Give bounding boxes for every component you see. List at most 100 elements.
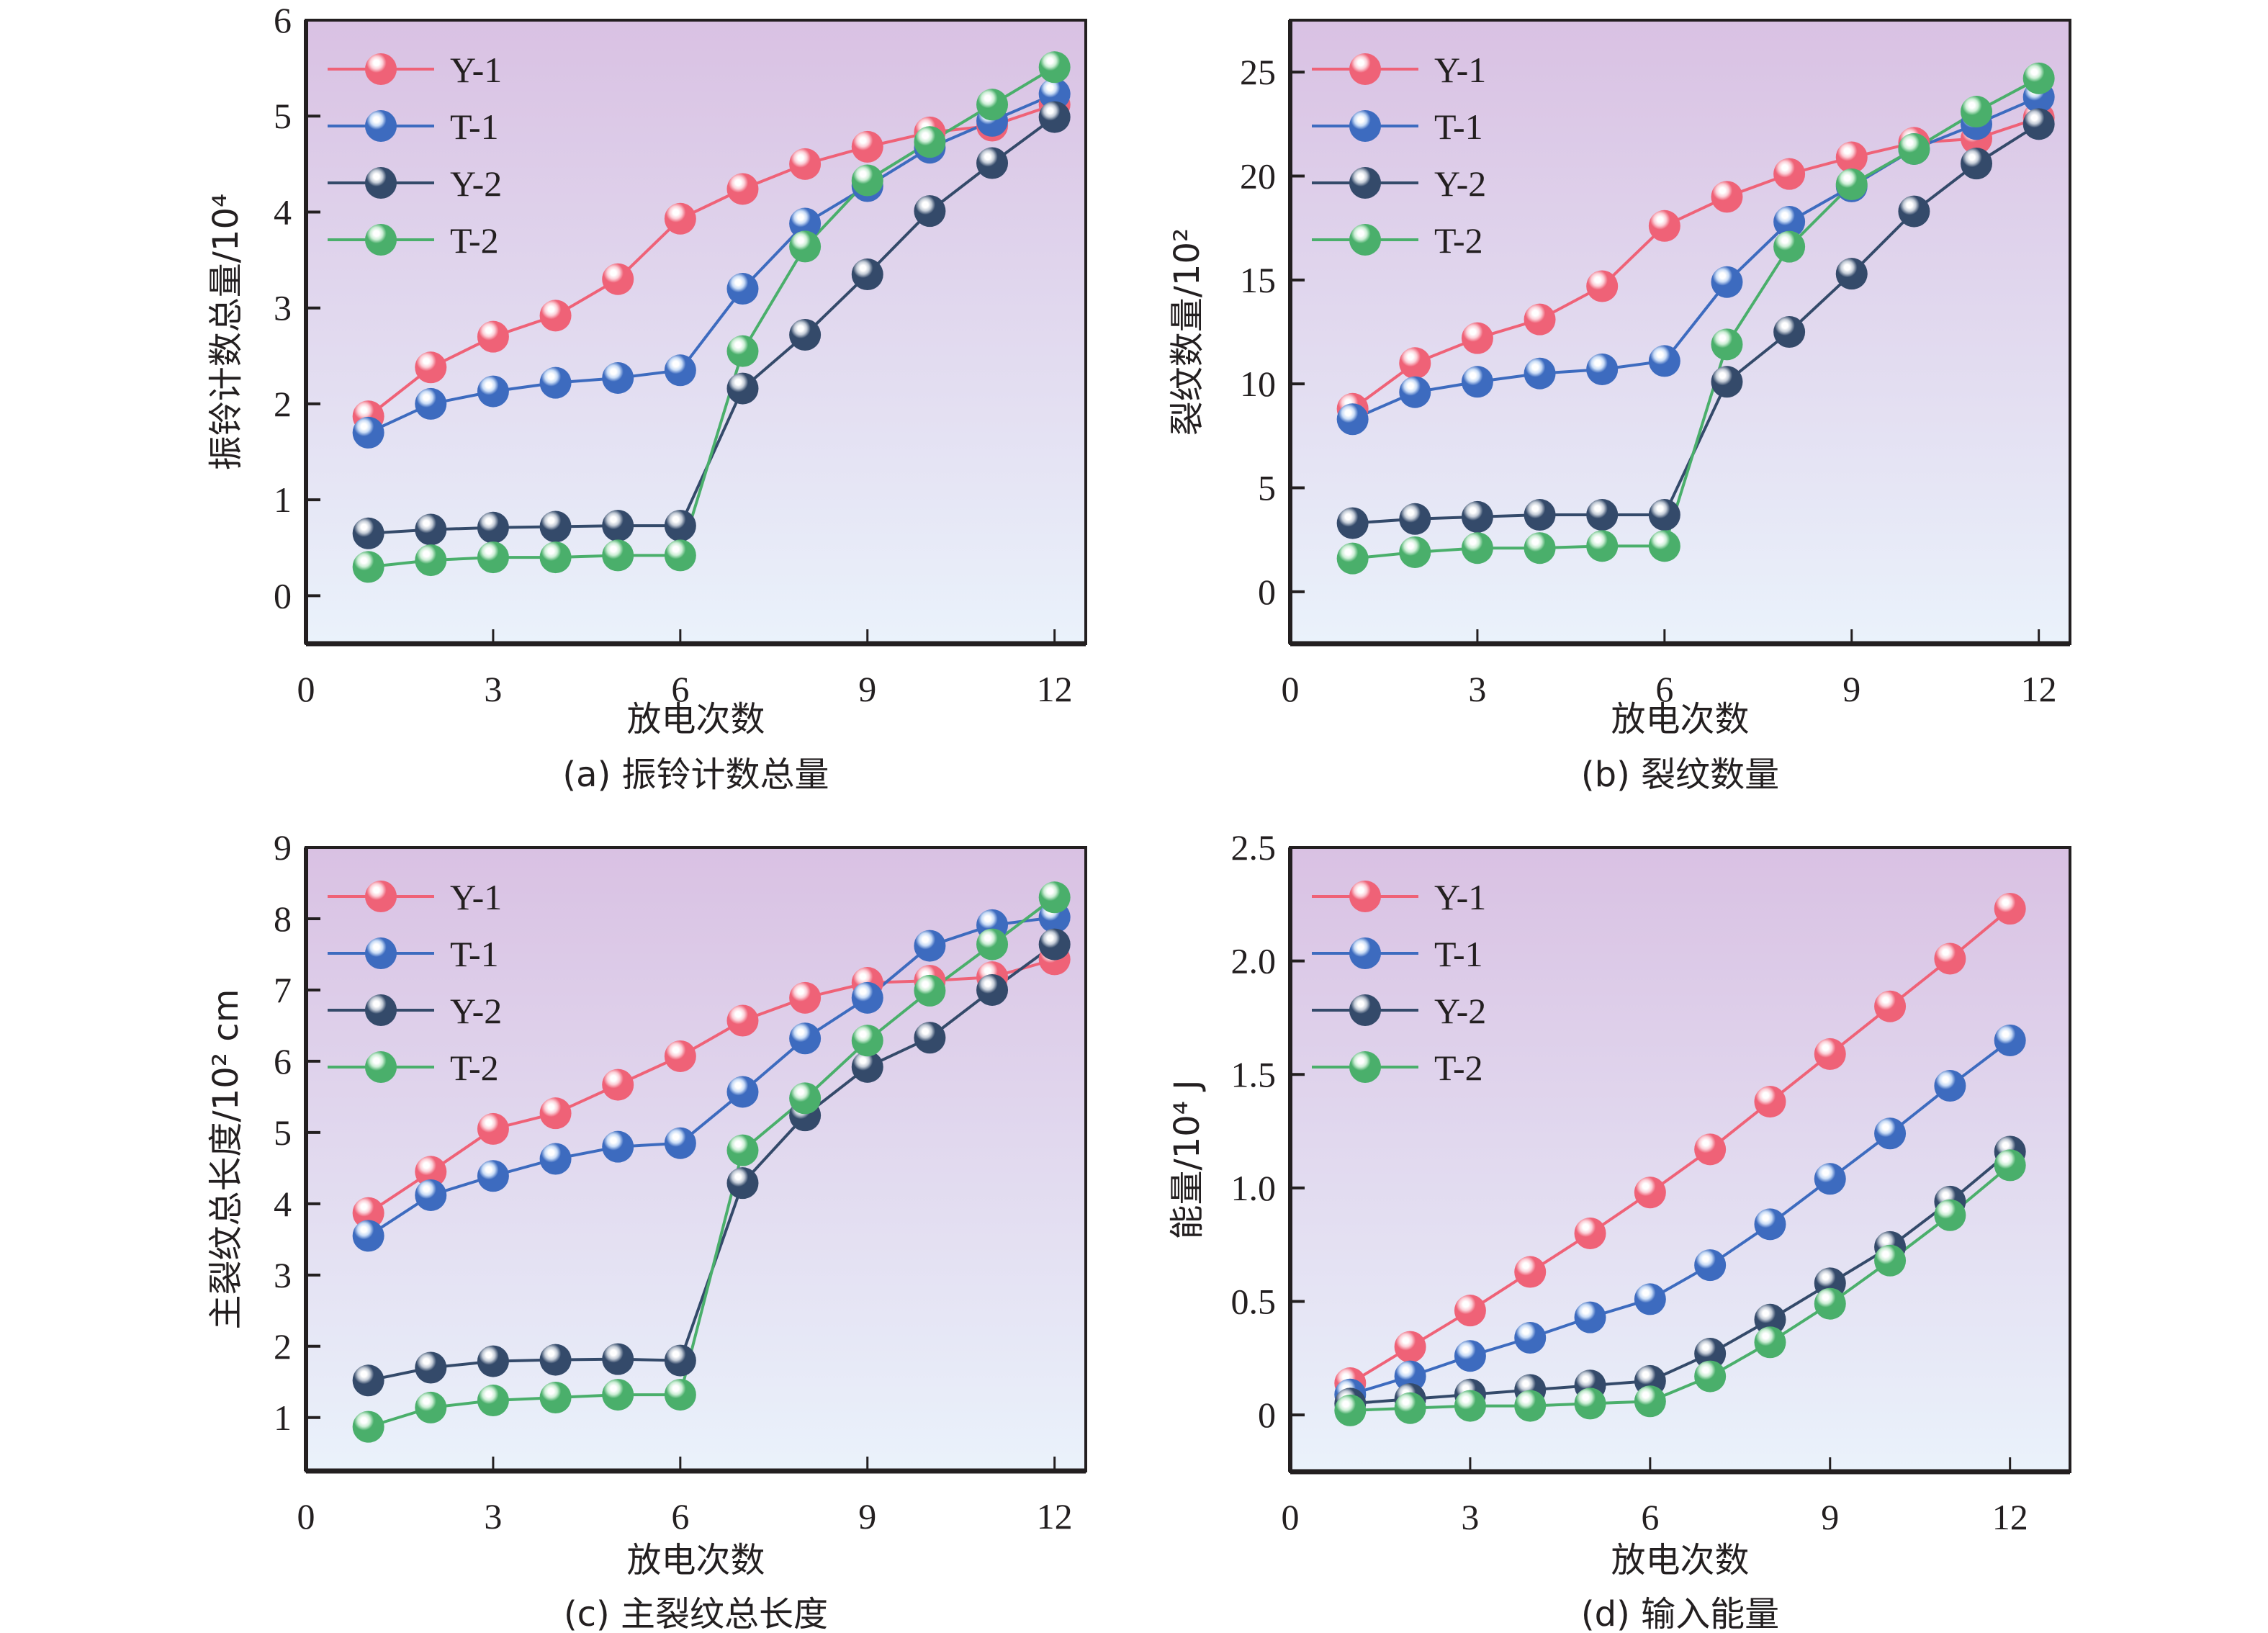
- y-tick-label: 2.5: [1231, 827, 1277, 868]
- data-point-y-1: [1524, 303, 1556, 336]
- legend-item-y-1: Y-1: [1312, 877, 1486, 917]
- data-point-t-1: [352, 1220, 384, 1252]
- data-point-y-1: [477, 320, 509, 353]
- legend-label: T-1: [1434, 107, 1483, 147]
- data-point-t-1: [1754, 1208, 1786, 1241]
- y-axis-title: 主裂纹总长度/10² cm: [206, 989, 246, 1330]
- data-point-y-1: [1394, 1331, 1426, 1363]
- legend-item-t-2: T-2: [328, 1048, 499, 1088]
- legend-label: Y-1: [450, 877, 502, 917]
- x-tick-label: 6: [1655, 669, 1673, 709]
- data-point-y-2: [851, 1051, 883, 1083]
- legend-item-y-1: Y-1: [328, 877, 502, 917]
- data-point-y-1: [415, 1156, 447, 1188]
- y-axis-title: 能量/10⁴ J: [1167, 1080, 1207, 1240]
- data-point-t-2: [789, 1082, 822, 1115]
- data-point-y-2: [1399, 503, 1431, 535]
- data-point-t-1: [789, 207, 822, 240]
- data-point-t-2: [914, 974, 946, 1007]
- y-tick-label: 0: [1258, 1395, 1276, 1435]
- data-point-y-2: [726, 372, 759, 405]
- data-point-t-1: [1574, 1301, 1606, 1333]
- data-point-y-2: [976, 147, 1009, 179]
- legend-item-y-1: Y-1: [328, 50, 502, 90]
- data-point-y-2: [1754, 1303, 1786, 1336]
- y-tick-label: 5: [274, 1112, 292, 1153]
- y-axis-title: 振铃计数总量/10⁴: [206, 194, 246, 471]
- x-tick-label: 9: [1821, 1497, 1839, 1537]
- data-point-t-2: [664, 1379, 696, 1411]
- x-tick-label: 9: [858, 1496, 876, 1537]
- data-point-y-2: [352, 517, 384, 549]
- legend-marker: [365, 224, 397, 256]
- data-point-y-1: [1934, 943, 1966, 975]
- data-point-y-2: [1038, 928, 1071, 961]
- y-tick-label: 8: [274, 899, 292, 939]
- data-point-t-2: [1648, 530, 1680, 562]
- legend-marker: [1349, 1051, 1381, 1083]
- data-point-y-1: [352, 1197, 384, 1229]
- data-point-y-2: [1961, 148, 1993, 180]
- data-point-t-2: [1835, 168, 1868, 201]
- data-point-t-2: [477, 541, 509, 574]
- data-point-y-2: [539, 510, 572, 543]
- data-point-t-2: [1334, 1394, 1367, 1426]
- y-tick-label: 4: [274, 192, 292, 232]
- legend: Y-1 T-1 Y-2 T-2: [1312, 50, 1486, 261]
- legend-marker: [365, 937, 397, 969]
- data-point-t-1: [602, 1130, 634, 1163]
- x-tick-label: 12: [2021, 669, 2057, 709]
- legend-marker: [1349, 53, 1381, 85]
- data-point-t-1: [726, 273, 759, 305]
- data-point-t-2: [976, 928, 1009, 961]
- data-point-t-1: [851, 981, 883, 1014]
- legend-item-t-2: T-2: [1312, 220, 1483, 261]
- legend-label: Y-2: [450, 991, 502, 1031]
- x-axis-title: 放电次数: [1611, 699, 1749, 739]
- x-tick-label: 12: [1037, 669, 1073, 709]
- y-tick-label: 10: [1240, 364, 1276, 404]
- data-point-t-2: [1514, 1390, 1547, 1422]
- data-point-t-2: [1586, 530, 1619, 562]
- data-point-y-1: [1574, 1217, 1606, 1249]
- data-point-y-2: [1711, 366, 1743, 398]
- legend-label: Y-1: [1434, 50, 1486, 90]
- y-tick-label: 2: [274, 384, 292, 424]
- data-point-y-1: [789, 148, 822, 180]
- x-axis-title: 放电次数: [626, 699, 765, 739]
- data-point-y-1: [1773, 158, 1806, 190]
- legend-marker: [1349, 994, 1381, 1026]
- data-point-y-2: [602, 510, 634, 542]
- y-tick-label: 1: [274, 1398, 292, 1438]
- data-point-y-1: [1634, 1177, 1666, 1209]
- x-tick-label: 3: [1468, 669, 1486, 709]
- data-point-t-2: [1461, 532, 1493, 564]
- data-point-t-2: [352, 551, 384, 583]
- data-point-t-1: [477, 375, 509, 408]
- x-tick-label: 12: [1037, 1496, 1073, 1537]
- legend-label: T-1: [450, 107, 499, 147]
- data-point-y-2: [914, 1022, 946, 1054]
- y-tick-label: 0: [1258, 572, 1276, 612]
- data-point-t-2: [1038, 881, 1071, 914]
- legend: Y-1 T-1 Y-2 T-2: [1312, 877, 1486, 1088]
- x-tick-label: 3: [484, 1496, 502, 1537]
- legend-item-t-2: T-2: [328, 220, 499, 261]
- y-tick-label: 25: [1240, 52, 1276, 92]
- data-point-y-1: [664, 202, 696, 235]
- legend-item-t-1: T-1: [1312, 934, 1483, 974]
- y-tick-label: 6: [274, 0, 292, 40]
- chart-caption: (a) 振铃计数总量: [562, 755, 829, 795]
- data-point-t-2: [851, 164, 883, 197]
- data-point-t-2: [602, 1379, 634, 1411]
- chart-caption: (c) 主裂纹总长度: [564, 1594, 828, 1633]
- data-point-t-1: [539, 1143, 572, 1175]
- data-point-y-2: [1694, 1338, 1727, 1370]
- data-point-y-2: [2022, 108, 2055, 140]
- y-tick-label: 2: [274, 1326, 292, 1367]
- legend-item-y-2: Y-2: [1312, 991, 1486, 1031]
- chart-caption: (b) 裂纹数量: [1581, 755, 1779, 795]
- data-point-y-1: [1514, 1256, 1547, 1288]
- x-tick-label: 0: [297, 669, 315, 709]
